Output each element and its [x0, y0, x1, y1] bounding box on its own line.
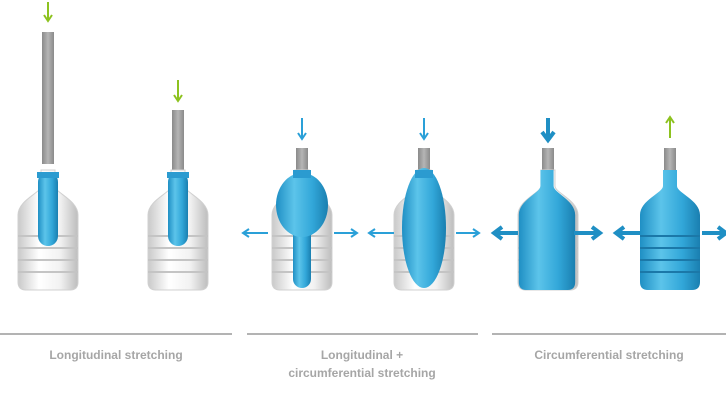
bottle-6: [612, 115, 726, 290]
section-label: Longitudinal +: [321, 348, 403, 362]
bottle-3: [241, 118, 359, 290]
section-label: circumferential stretching: [288, 366, 435, 380]
bottle-2: [148, 80, 208, 290]
bottle-4: [367, 118, 481, 290]
bottle-1: [18, 2, 78, 290]
bottle-5: [490, 118, 604, 290]
section-label: Longitudinal stretching: [49, 348, 182, 362]
section-label: Circumferential stretching: [534, 348, 683, 362]
